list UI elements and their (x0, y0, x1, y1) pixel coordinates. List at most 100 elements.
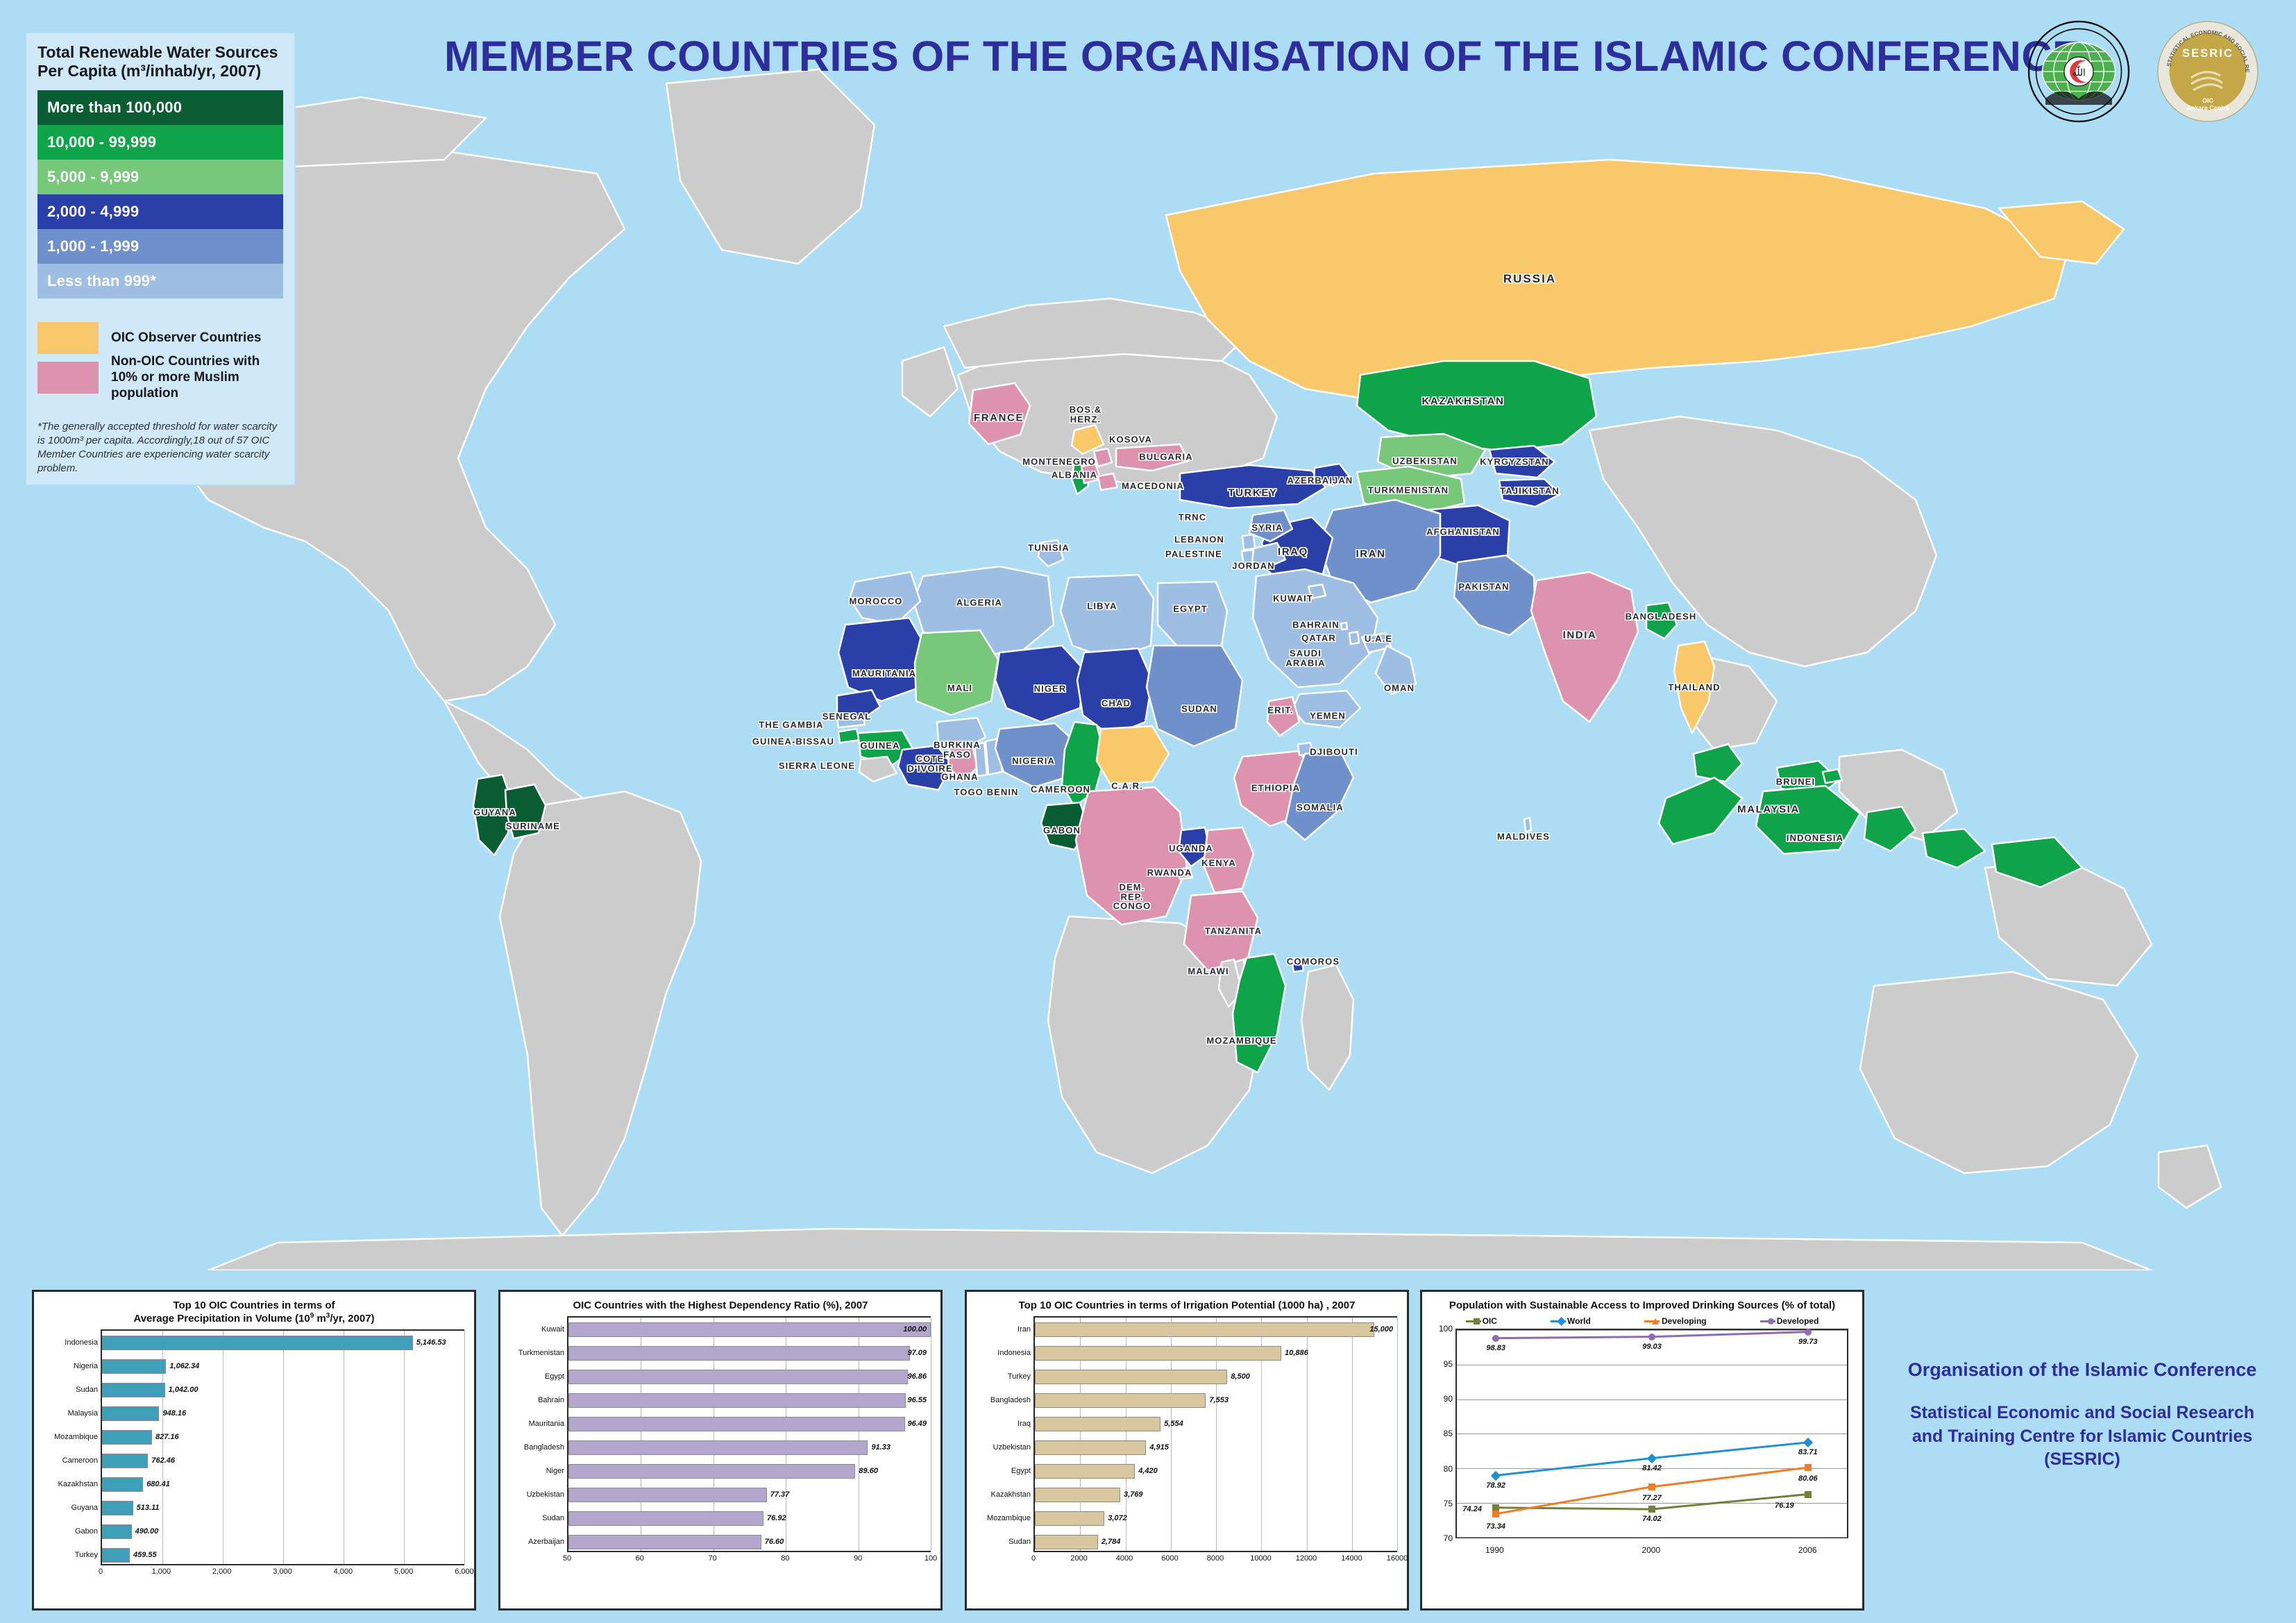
hbar-fill (1035, 1322, 1375, 1337)
hbar-track: 89.60 (568, 1463, 931, 1479)
legend-title-line1: Total Renewable Water Sources (37, 43, 278, 61)
hbar-value-label: 15,000 (1369, 1325, 1393, 1334)
y-gridline (1457, 1330, 1847, 1331)
legend-series-oic: OIC (1465, 1316, 1497, 1327)
hbar-track: 459.55 (102, 1547, 464, 1563)
legend-series-developed: Developed (1759, 1316, 1819, 1327)
hbar-fill (102, 1524, 132, 1539)
hbar-category-label: Egypt (1011, 1467, 1031, 1476)
x-axis-tick: 2000 (1641, 1545, 1661, 1556)
map-legend: Total Renewable Water Sources Per Capita… (25, 32, 296, 486)
hbar-fill (102, 1500, 133, 1515)
legend-class-3: 2,000 - 4,999 (37, 194, 283, 230)
data-point-label: 81.42 (1642, 1463, 1662, 1472)
legend-extra-1: Non-OIC Countries with 10% or more Musli… (37, 354, 283, 401)
svg-text:OIC: OIC (2202, 97, 2214, 104)
hbar-category-label: Indonesia (997, 1349, 1031, 1358)
hbar-track: 15,000 (1035, 1322, 1397, 1337)
legend-class-1: 10,000 - 99,999 (37, 125, 283, 160)
logo-strip: اللّٰه SESRIC OIC Ankara Centre STATISTI… (2027, 19, 2260, 124)
y-gridline (1457, 1502, 1847, 1504)
hbar-value-label: 91.33 (871, 1443, 891, 1452)
hbar-fill (102, 1429, 152, 1445)
y-axis-tick: 90 (1443, 1393, 1453, 1404)
x-axis-tick: 1,000 (151, 1567, 171, 1576)
hbar-track: 5,554 (1035, 1416, 1397, 1431)
hbar-value-label: 96.55 (907, 1396, 927, 1405)
y-axis-tick: 95 (1443, 1359, 1453, 1369)
hbar-row: Azerbaijan 76.60 (528, 1530, 931, 1554)
hbar-track: 490.00 (102, 1524, 464, 1539)
hbar-value-label: 3,769 (1123, 1490, 1143, 1499)
legend-title: Total Renewable Water Sources Per Capita… (37, 43, 283, 81)
y-axis-tick: 80 (1443, 1463, 1453, 1474)
data-point-marker (1804, 1464, 1812, 1472)
hbar-fill (1035, 1487, 1120, 1502)
hbar-category-label: Sudan (542, 1514, 564, 1523)
data-point-marker (1804, 1490, 1812, 1498)
gridline (1080, 1318, 1081, 1551)
gridline (162, 1331, 163, 1565)
hbar-row: Bahrain 96.55 (538, 1388, 931, 1412)
organisation-footer: Organisation of the Islamic Conference S… (1895, 1359, 2270, 1472)
data-point-marker (1492, 1334, 1500, 1342)
hbar-fill (568, 1534, 761, 1549)
hbar-fill (568, 1322, 931, 1337)
hbar-track: 513.11 (102, 1500, 464, 1515)
hbar-track: 680.41 (102, 1477, 464, 1492)
gridline (1170, 1318, 1172, 1551)
legend-series-label: OIC (1482, 1316, 1497, 1327)
legend-series-label: Developing (1661, 1316, 1707, 1327)
hbar-value-label: 76.92 (767, 1514, 786, 1523)
y-gridline (1457, 1537, 1847, 1538)
hbar-track: 1,042.00 (102, 1382, 464, 1397)
hbar-fill (102, 1477, 144, 1492)
data-point-label: 99.03 (1642, 1342, 1662, 1351)
hbar-plot: Indonesia 5,146.53 Nigeria 1,062.34 Sudan 1,0… (54, 1329, 465, 1566)
hbar-value-label: 5,146.53 (416, 1338, 446, 1347)
hbar-value-label: 762.46 (151, 1456, 175, 1465)
hbar-category-label: Kazakhstan (58, 1480, 98, 1489)
legend-series-label: Developed (1776, 1316, 1819, 1327)
hbar-row: Iraq 5,554 (1018, 1412, 1397, 1436)
hbar-value-label: 513.11 (136, 1504, 160, 1513)
gridline (464, 1331, 465, 1565)
hbar-track: 7,553 (1035, 1393, 1397, 1408)
x-axis-tick: 2000 (1070, 1554, 1088, 1563)
gridline (404, 1331, 405, 1565)
svg-text:اللّٰه: اللّٰه (2072, 65, 2086, 78)
hbar-category-label: Turkey (74, 1551, 98, 1560)
hbar-track: 3,769 (1035, 1487, 1397, 1502)
data-point-label: 78.92 (1486, 1481, 1505, 1490)
hbar-fill (1035, 1345, 1282, 1361)
hbar-track: 4,420 (1035, 1463, 1397, 1479)
hbar-value-label: 827.16 (155, 1433, 179, 1442)
hbar-value-label: 89.60 (859, 1467, 878, 1476)
svg-text:Ankara Centre: Ankara Centre (2186, 105, 2229, 112)
line-chart-body: 74.24 74.02 76.19 78.92 81.42 83.71 73.34 77.27… (1432, 1324, 1852, 1558)
hbar-category-label: Azerbaijan (528, 1538, 564, 1547)
gridline (1351, 1318, 1353, 1551)
hbar-category-label: Uzbekistan (526, 1490, 564, 1499)
x-axis-tick: 5,000 (394, 1567, 414, 1576)
hbar-value-label: 490.00 (135, 1527, 159, 1536)
legend-extra-0: OIC Observer Countries (37, 322, 283, 355)
hbar-value-label: 96.49 (907, 1420, 927, 1429)
hbar-row: Kazakhstan 680.41 (58, 1472, 464, 1496)
hbar-fill (568, 1393, 906, 1408)
data-point-label: 77.27 (1642, 1493, 1662, 1502)
org-name-sesric: Statistical Economic and Social Research… (1909, 1403, 2255, 1469)
hbar-value-label: 1,062.34 (169, 1362, 200, 1371)
data-point-label: 74.02 (1642, 1515, 1662, 1524)
hbar-fill (1035, 1511, 1105, 1526)
hbar-track: 4,915 (1035, 1440, 1397, 1455)
hbar-category-label: Malaysia (67, 1409, 98, 1418)
svg-text:SESRIC: SESRIC (2182, 47, 2234, 60)
legend-title-line2: Per Capita (m³/inhab/yr, 2007) (37, 62, 262, 81)
x-axis-tick: 6000 (1161, 1554, 1179, 1563)
hbar-chart-dependency: Kuwait 100.00 Turkmenistan 97.09 Egypt 96.86 B… (510, 1316, 937, 1566)
hbar-row: Cameroon 762.46 (62, 1449, 464, 1472)
hbar-category-label: Mauritania (528, 1420, 564, 1429)
legend-class-2: 5,000 - 9,999 (37, 160, 283, 195)
hbar-row: Nigeria 1,062.34 (74, 1354, 464, 1378)
